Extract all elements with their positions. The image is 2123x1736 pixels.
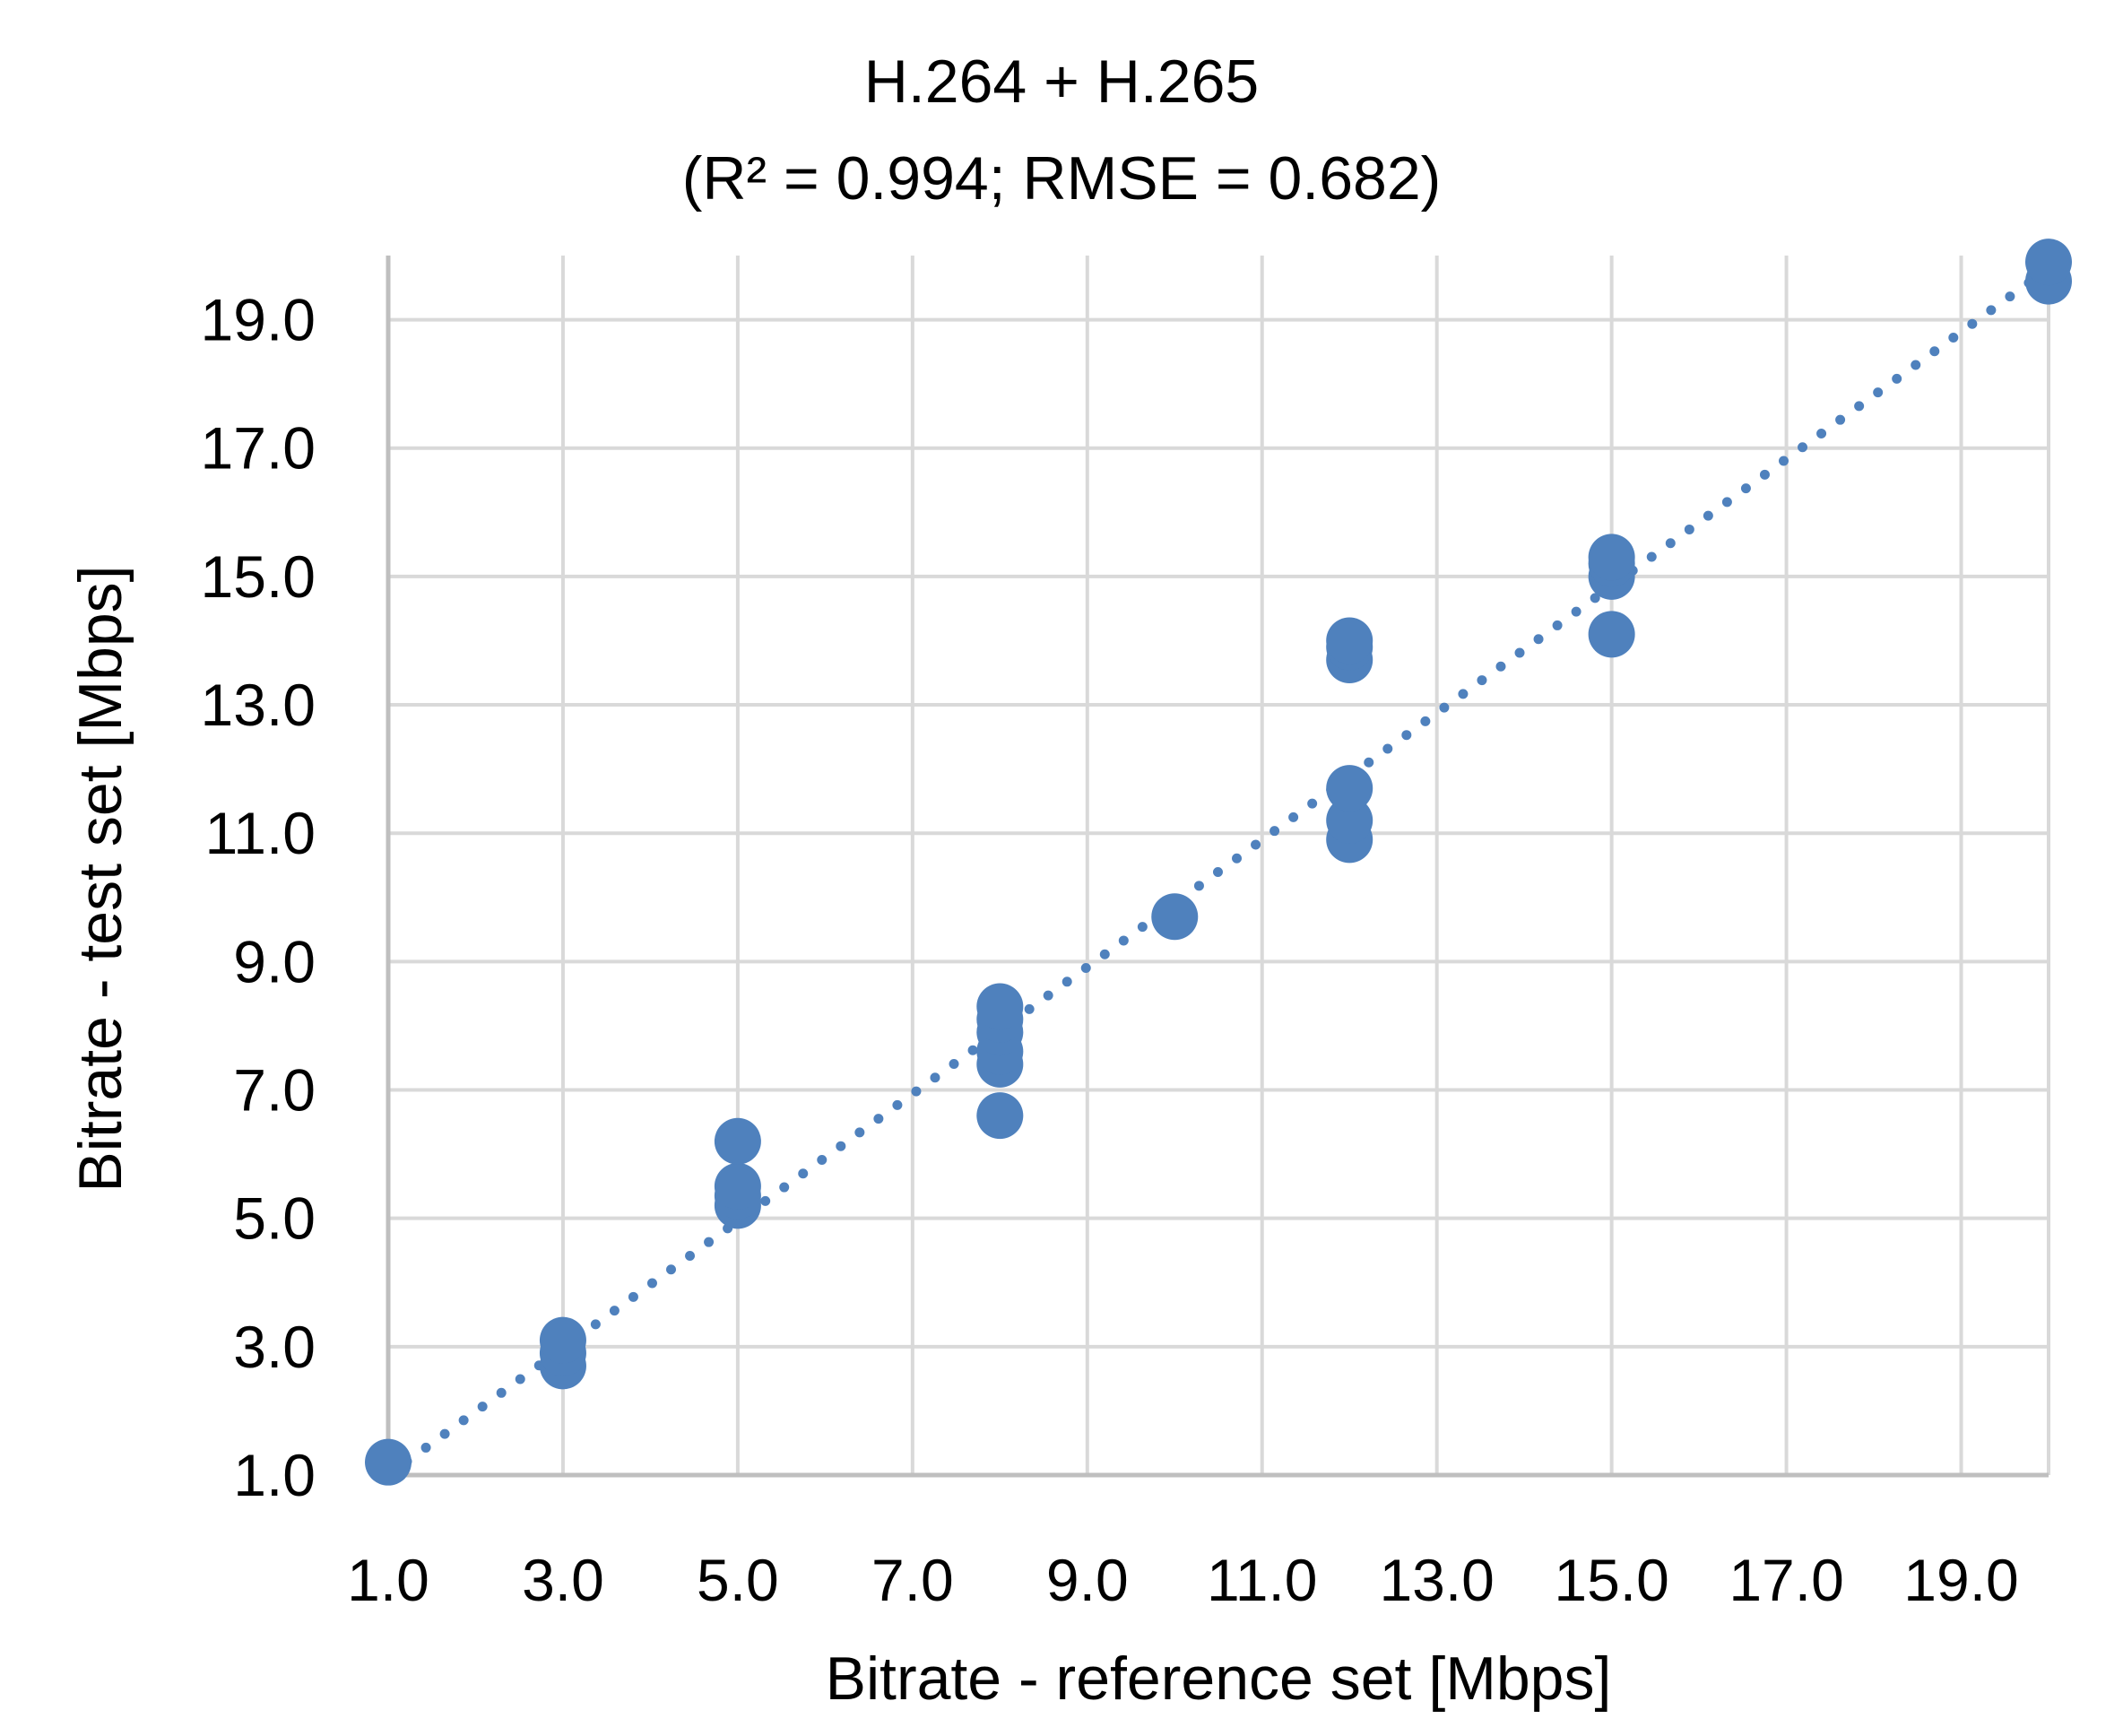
y-tick-label: 5.0 bbox=[233, 1185, 316, 1252]
data-points bbox=[365, 239, 2072, 1486]
x-tick-label: 15.0 bbox=[1554, 1547, 1668, 1613]
data-point bbox=[1326, 796, 1373, 844]
y-axis-label: Bitrate - test set [Mbps] bbox=[66, 565, 134, 1192]
data-point bbox=[1326, 617, 1373, 664]
data-point bbox=[714, 1117, 761, 1165]
x-tick-label: 13.0 bbox=[1379, 1547, 1494, 1613]
data-point bbox=[1588, 611, 1635, 658]
y-tick-label: 1.0 bbox=[233, 1442, 316, 1508]
data-point bbox=[976, 1092, 1024, 1140]
data-point bbox=[2025, 239, 2072, 286]
chart-title: H.264 + H.265 bbox=[863, 48, 1260, 116]
trendline bbox=[383, 263, 2054, 1480]
y-tick-label: 7.0 bbox=[233, 1057, 316, 1124]
x-tick-label: 11.0 bbox=[1207, 1547, 1318, 1613]
x-tick-label: 5.0 bbox=[697, 1547, 779, 1613]
data-point bbox=[976, 983, 1024, 1030]
data-point bbox=[539, 1316, 586, 1364]
data-point bbox=[714, 1162, 761, 1210]
y-tick-labels: 1.0 3.0 5.0 7.0 9.0 11.0 13.0 15.0 17.0 19.0 bbox=[201, 287, 316, 1508]
y-tick-label: 9.0 bbox=[233, 928, 316, 994]
x-tick-label: 7.0 bbox=[871, 1547, 954, 1613]
grid-lines bbox=[386, 256, 2050, 1477]
x-axis-label: Bitrate - reference set [Mbps] bbox=[826, 1645, 1612, 1713]
x-tick-label: 1.0 bbox=[347, 1547, 429, 1613]
trendline-group bbox=[383, 263, 2054, 1480]
x-tick-label: 19.0 bbox=[1903, 1547, 2018, 1613]
y-tick-label: 19.0 bbox=[201, 287, 316, 353]
data-point bbox=[1151, 893, 1199, 941]
chart-subtitle: (R² = 0.994; RMSE = 0.682) bbox=[681, 144, 1442, 213]
y-tick-label: 11.0 bbox=[204, 800, 316, 866]
y-tick-label: 3.0 bbox=[233, 1314, 316, 1380]
data-point bbox=[365, 1438, 412, 1486]
data-point bbox=[1588, 534, 1635, 581]
y-tick-label: 15.0 bbox=[201, 543, 316, 610]
x-tick-label: 3.0 bbox=[522, 1547, 604, 1613]
axes bbox=[386, 256, 2049, 1478]
x-tick-label: 17.0 bbox=[1729, 1547, 1843, 1613]
y-tick-label: 13.0 bbox=[201, 672, 316, 738]
y-tick-label: 17.0 bbox=[201, 415, 316, 482]
x-tick-labels: 1.0 3.0 5.0 7.0 9.0 11.0 13.0 15.0 17.0 19.0 bbox=[347, 1547, 2019, 1613]
data-point bbox=[1326, 765, 1373, 812]
x-tick-label: 9.0 bbox=[1046, 1547, 1129, 1613]
